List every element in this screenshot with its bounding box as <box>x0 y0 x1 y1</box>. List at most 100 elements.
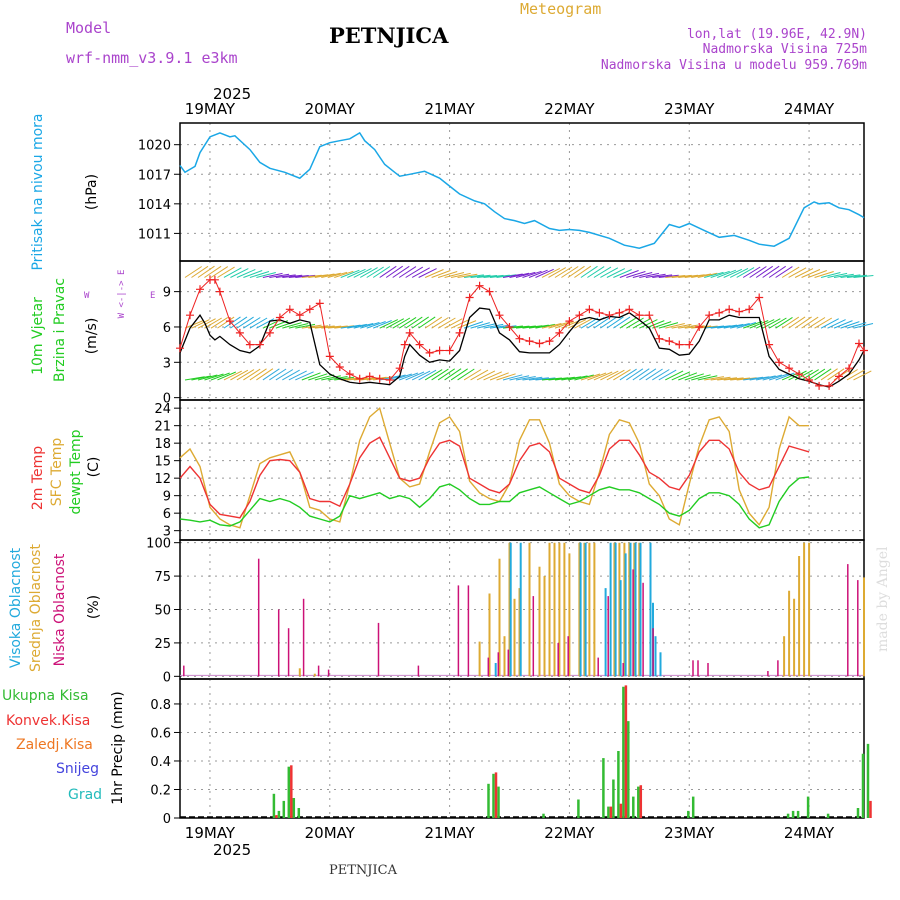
wind-gust-marker <box>645 311 654 320</box>
y-tick-label: 6 <box>163 507 171 522</box>
wind-arrow <box>846 274 867 278</box>
wind-arrow <box>295 371 314 381</box>
temp-unit: (C) <box>86 457 102 478</box>
wind-arrow <box>236 369 255 381</box>
wind-arrow <box>230 369 249 381</box>
panel-frame <box>179 678 865 819</box>
wind-arrow <box>548 267 567 278</box>
wind-gust-marker <box>815 381 824 390</box>
wind-arrow <box>768 265 786 278</box>
wind-arrow <box>574 265 592 278</box>
wind-arrow <box>282 322 302 329</box>
pressure-ylabel: Pritisak na nivou mora <box>30 113 46 270</box>
wind-arrow <box>392 317 411 329</box>
wind-arrow <box>729 267 749 278</box>
wind-arrow <box>801 269 821 278</box>
wind-arrow <box>275 369 294 381</box>
precip-legend-hail: Grad <box>68 787 102 803</box>
wind-arrow <box>191 319 210 329</box>
wind-arrow <box>450 368 468 381</box>
wind-arrow <box>496 373 516 381</box>
wind-arrow <box>392 265 410 278</box>
wind-arrow <box>256 272 276 278</box>
wind-arrow <box>528 269 548 278</box>
wind-arrow <box>606 369 625 381</box>
y-tick-label: 0.2 <box>150 783 171 798</box>
wind-arrow <box>385 318 405 329</box>
wind-arrow <box>717 324 738 329</box>
wind-arrow <box>606 316 624 329</box>
wind-gust-marker <box>455 328 464 337</box>
wind-arrow <box>470 274 491 278</box>
wind-arrow <box>210 316 229 329</box>
wind-gust-marker <box>365 372 374 381</box>
wind-arrow <box>301 372 321 381</box>
footer-station: PETNJICA <box>329 863 398 878</box>
wind-arrow <box>502 374 523 381</box>
credit-label: made by Angel <box>875 546 891 652</box>
wind-arrow <box>535 323 556 329</box>
y-tick-label: 0 <box>163 392 171 407</box>
wind-arrow <box>593 266 612 278</box>
wind-gust-marker <box>335 363 344 371</box>
wind-arrow <box>308 274 329 278</box>
wind-gust-marker <box>525 337 534 346</box>
y-tick-label: 18 <box>154 437 171 452</box>
panel-frame <box>179 399 865 541</box>
wind-arrow <box>697 375 718 381</box>
wind-arrow <box>483 323 504 329</box>
wind-compass-w: W <box>84 291 90 301</box>
wind-arrow <box>366 266 384 278</box>
wind-gust-marker <box>275 313 284 322</box>
product-title: Meteogram <box>520 0 601 18</box>
wind-arrow <box>801 316 819 329</box>
wind-arrow <box>204 265 222 278</box>
wind-arrow <box>749 320 769 329</box>
wind-arrow <box>827 272 848 278</box>
wind-arrow <box>632 318 651 329</box>
wind-arrow <box>704 325 725 329</box>
precip-legend-total: Ukupna Kisa <box>2 688 89 704</box>
station-title: PETNJICA <box>329 23 449 48</box>
wind-arrow <box>191 375 212 381</box>
wind-arrow <box>658 369 677 381</box>
wind-gust-marker <box>775 358 784 367</box>
wind-gust-marker <box>255 340 264 349</box>
wind-arrow <box>340 269 360 278</box>
wind-arrow <box>606 268 626 278</box>
wind-arrow <box>613 369 631 381</box>
wind-arrow <box>794 268 814 278</box>
wind-arrow <box>217 371 236 381</box>
day-label-bottom: 22MAY <box>544 824 595 842</box>
wind-arrow <box>431 317 449 329</box>
wind-arrow <box>743 321 763 329</box>
panel-precip: 0 0.2 0.4 0.6 0.8 <box>150 678 872 827</box>
y-tick-label: 0.4 <box>150 755 171 770</box>
wind-arrow <box>756 375 776 381</box>
wind-gust-marker <box>385 376 394 384</box>
wind-gust-marker <box>585 305 594 314</box>
wind-arrow <box>833 320 853 329</box>
wind-arrow <box>327 271 348 278</box>
wind-gust-marker <box>535 339 544 348</box>
wind-arrow <box>846 369 865 381</box>
wind-arrow <box>366 321 386 329</box>
wind-arrow <box>379 265 397 278</box>
wind-gust-marker <box>196 285 204 294</box>
wind-arrow <box>210 266 229 278</box>
day-label-top: 24MAY <box>784 100 835 118</box>
year-label-top: 2025 <box>213 85 251 103</box>
model-elevation-label: Nadmorska Visina u modelu 959.769m <box>601 58 867 73</box>
wind-arrow <box>639 368 657 381</box>
wind-arrow <box>710 270 730 278</box>
wind-arrow <box>515 271 536 278</box>
wind-arrow <box>762 374 783 381</box>
day-label-bottom: 24MAY <box>784 824 835 842</box>
panel-pressure: 1011 1014 1017 1020 <box>138 122 865 262</box>
wind-gust-marker <box>695 323 704 331</box>
wind-arrow <box>515 325 536 329</box>
wind-arrow <box>398 266 417 278</box>
wind-gust-marker <box>225 317 234 326</box>
wind-arrow <box>424 269 444 278</box>
wind-gust-marker <box>675 340 684 349</box>
